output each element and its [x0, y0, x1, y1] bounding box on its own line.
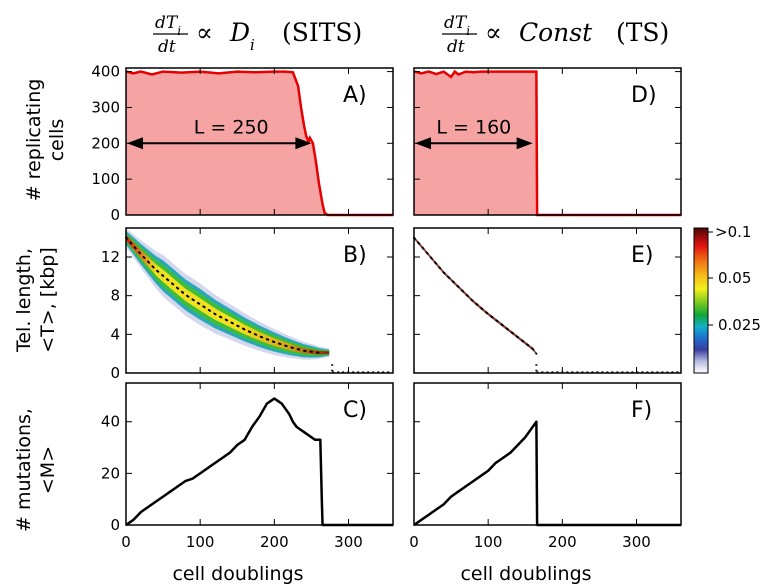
- x-tick-label: 300: [334, 533, 363, 551]
- y-tick-label: 0: [110, 206, 120, 224]
- series-line: [125, 70, 393, 217]
- y-tick-label: 20: [101, 464, 120, 482]
- title-dt-num: dTi: [155, 13, 181, 38]
- arrow-head-right: [516, 137, 533, 150]
- y-tick-label: 0: [110, 364, 120, 382]
- panel-label: E): [631, 243, 653, 268]
- y-tick-label: 300: [91, 98, 120, 116]
- x-tick-label: 200: [260, 533, 289, 551]
- xlabel-right: cell doublings: [460, 563, 591, 585]
- panel-label: F): [631, 398, 652, 423]
- x-tick-label: 200: [548, 533, 577, 551]
- ylabel-telomere-length: Tel. length, <T>, [kbp]: [13, 247, 59, 353]
- plot-frame: [413, 382, 682, 526]
- y-tick-label: 8: [110, 287, 120, 305]
- x-tick-label: 0: [409, 533, 419, 551]
- series-line: [125, 397, 393, 527]
- mean-dotted-line: [125, 236, 320, 354]
- panel-label: A): [343, 83, 367, 108]
- panel-f-mutations: 0 100 200 300 F): [409, 382, 682, 551]
- panel-b-telomere-length: 0 4 8 12 B): [101, 227, 394, 382]
- y-tick-label: 40: [101, 413, 120, 431]
- mean-dotted-line: [413, 236, 538, 355]
- colorbar: >0.1 0.05 0.025: [693, 223, 761, 374]
- density-outer-band: [126, 228, 330, 360]
- density-band: [414, 236, 536, 355]
- title-dt-den: dt: [447, 37, 465, 57]
- title-dt-num: dTi: [444, 13, 470, 38]
- x-tick-label: 100: [186, 533, 215, 551]
- arrow-head-left: [127, 137, 143, 150]
- colorbar-tick-label: >0.1: [715, 223, 751, 241]
- y-tick-label: 0: [110, 516, 120, 534]
- plot-frame: [125, 382, 394, 526]
- area-fill: [414, 71, 681, 216]
- title-tag-sits: (SITS): [282, 18, 362, 47]
- y-tick-label: 100: [91, 170, 120, 188]
- panel-label: D): [631, 83, 657, 108]
- ylabel-mutations: # mutations, <M>: [13, 408, 59, 532]
- y-tick-label: 4: [110, 325, 120, 343]
- title-rhs: Const: [519, 18, 593, 47]
- ylabel-replicating-cells: # replicatingcells: [23, 79, 68, 202]
- colorbar-gradient: [693, 227, 709, 374]
- colorbar-tick-label: 0.025: [718, 316, 761, 334]
- panel-label: B): [343, 243, 367, 268]
- y-tick-label: 400: [91, 63, 120, 81]
- xlabel-left: cell doublings: [172, 563, 303, 585]
- column-title-sits: dTi dt ∝ Di (SITS): [153, 13, 362, 57]
- series-line: [413, 420, 681, 527]
- plot-frame: [125, 67, 394, 216]
- panel-e-telomere-length: E): [413, 227, 682, 374]
- colorbar-tick-label: 0.05: [718, 269, 751, 287]
- x-tick-label: 0: [121, 533, 131, 551]
- title-tag-ts: (TS): [616, 18, 669, 47]
- plot-frame: [413, 67, 682, 216]
- y-tick-label: 200: [91, 134, 120, 152]
- density-band: [126, 230, 330, 358]
- panel-d-replicating-cells: L = 160 D): [413, 67, 682, 217]
- arrow-head-right: [295, 137, 312, 150]
- title-rhs: Di: [229, 18, 255, 54]
- annotation-label: L = 160: [436, 116, 511, 138]
- annotation-label: L = 250: [194, 116, 269, 138]
- panel-label: C): [343, 398, 367, 423]
- title-prop: ∝: [196, 18, 213, 47]
- plot-frame: [413, 227, 682, 374]
- plot-frame: [125, 227, 394, 374]
- panel-a-replicating-cells: L = 250 0 100 200 300 400 A): [91, 63, 394, 224]
- y-tick-label: 12: [101, 248, 120, 266]
- title-prop: ∝: [485, 18, 502, 47]
- x-tick-label: 100: [474, 533, 503, 551]
- title-dt-den: dt: [158, 37, 176, 57]
- arrow-head-left: [415, 137, 431, 150]
- column-title-ts: dTi dt ∝ Const (TS): [442, 13, 669, 57]
- panel-c-mutations: 0 100 200 300 0 20 40 C): [101, 382, 394, 551]
- x-tick-label: 300: [622, 533, 651, 551]
